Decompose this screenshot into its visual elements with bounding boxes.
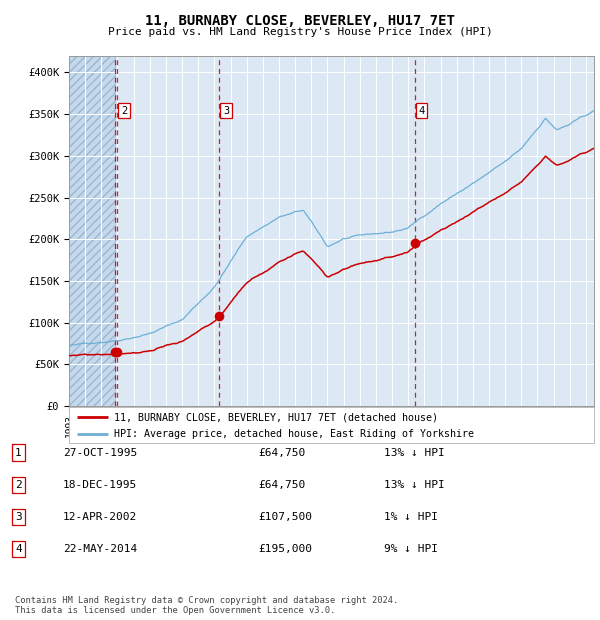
Text: 3: 3	[223, 106, 229, 116]
Bar	[69, 56, 115, 406]
Text: £195,000: £195,000	[258, 544, 312, 554]
Text: 27-OCT-1995: 27-OCT-1995	[63, 448, 137, 458]
Text: 12-APR-2002: 12-APR-2002	[63, 512, 137, 522]
Text: HPI: Average price, detached house, East Riding of Yorkshire: HPI: Average price, detached house, East…	[113, 428, 473, 438]
Text: 18-DEC-1995: 18-DEC-1995	[63, 480, 137, 490]
Text: 22-MAY-2014: 22-MAY-2014	[63, 544, 137, 554]
Text: 13% ↓ HPI: 13% ↓ HPI	[384, 480, 445, 490]
Text: 3: 3	[15, 512, 22, 522]
Text: 4: 4	[15, 544, 22, 554]
Text: 11, BURNABY CLOSE, BEVERLEY, HU17 7ET: 11, BURNABY CLOSE, BEVERLEY, HU17 7ET	[145, 14, 455, 28]
Text: £107,500: £107,500	[258, 512, 312, 522]
Text: 4: 4	[419, 106, 425, 116]
Text: 2: 2	[121, 106, 127, 116]
Text: 9% ↓ HPI: 9% ↓ HPI	[384, 544, 438, 554]
Text: 1% ↓ HPI: 1% ↓ HPI	[384, 512, 438, 522]
Text: 1: 1	[15, 448, 22, 458]
Text: 2: 2	[15, 480, 22, 490]
Text: £64,750: £64,750	[258, 448, 305, 458]
Text: Price paid vs. HM Land Registry's House Price Index (HPI): Price paid vs. HM Land Registry's House …	[107, 27, 493, 37]
Text: 11, BURNABY CLOSE, BEVERLEY, HU17 7ET (detached house): 11, BURNABY CLOSE, BEVERLEY, HU17 7ET (d…	[113, 412, 437, 422]
Text: £64,750: £64,750	[258, 480, 305, 490]
Text: Contains HM Land Registry data © Crown copyright and database right 2024.
This d: Contains HM Land Registry data © Crown c…	[15, 596, 398, 615]
Text: 13% ↓ HPI: 13% ↓ HPI	[384, 448, 445, 458]
